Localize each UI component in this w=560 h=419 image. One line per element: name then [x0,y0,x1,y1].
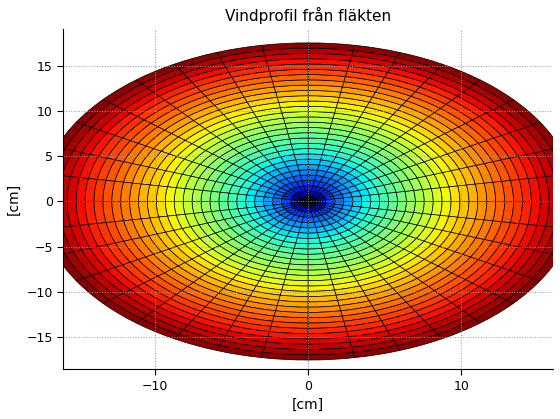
X-axis label: [cm]: [cm] [292,398,324,412]
Y-axis label: [cm]: [cm] [7,183,21,215]
Title: Vindprofil från fläkten: Vindprofil från fläkten [225,7,391,24]
